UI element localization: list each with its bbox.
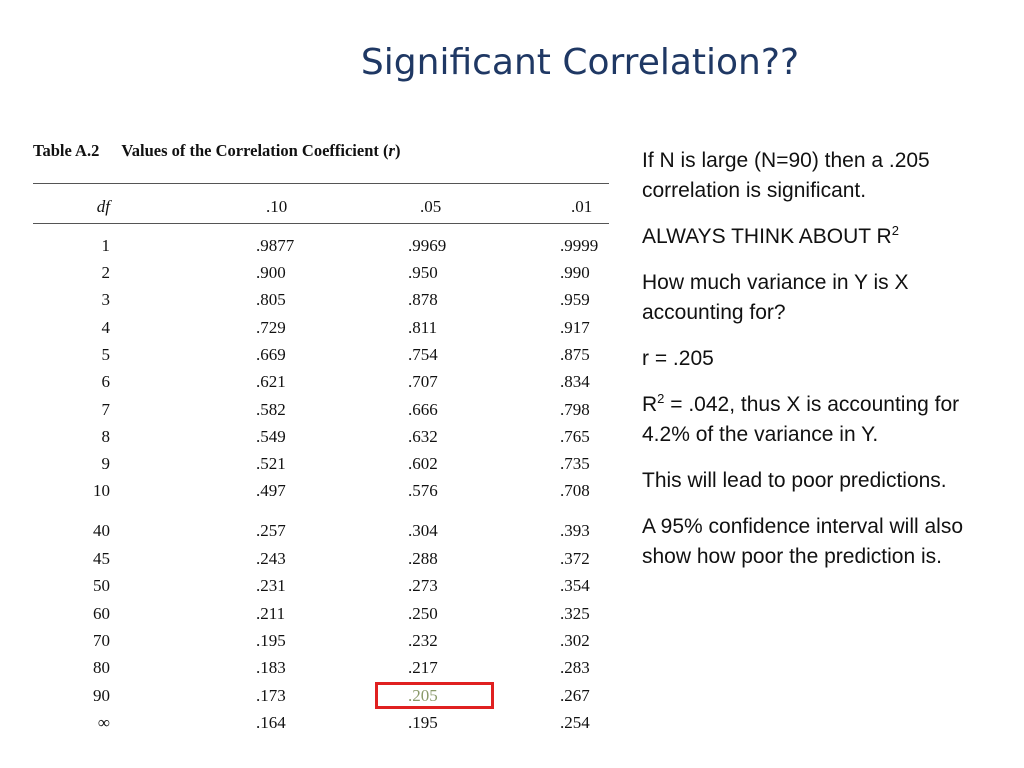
column-header-df: df: [96, 197, 110, 216]
note-think-r2-sup: 2: [891, 223, 899, 238]
table-top-rule: [33, 183, 609, 184]
table-cell-10-row-9: .521: [256, 454, 286, 473]
note-think-r2: ALWAYS THINK ABOUT R2: [642, 222, 1007, 252]
table-cell-01-row-14: .325: [560, 604, 590, 623]
table-caption-close: ): [394, 141, 401, 160]
table-cell-df-row-9: 9: [101, 454, 111, 473]
table-cell-05-row-10: .576: [408, 481, 438, 500]
table-cell-05-row-15: .232: [408, 631, 438, 650]
table-cell-01-row-8: .765: [560, 427, 590, 446]
table-cell-10-row-3: .805: [256, 290, 286, 309]
table-cell-01-row-17: .267: [560, 686, 590, 705]
note-r2-sup: 2: [657, 391, 665, 406]
table-cell-05-row-4: .811: [408, 318, 438, 337]
table-cell-10-row-17: .173: [256, 686, 286, 705]
table-cell-df-row-11: 40: [93, 521, 110, 540]
note-r2-value: R2 = .042, thus X is accounting for 4.2%…: [642, 390, 1007, 450]
table-caption-text: Values of the Correlation Coefficient (: [121, 141, 389, 160]
column-header-05: .05: [420, 197, 442, 216]
table-cell-01-row-6: .834: [560, 372, 590, 391]
slide-title: Significant Correlation??: [360, 42, 800, 83]
table-cell-05-row-17: .205: [408, 686, 438, 705]
table-cell-df-row-2: 2: [101, 263, 111, 282]
table-cell-01-row-1: .9999: [560, 236, 599, 255]
table-cell-05-row-13: .273: [408, 576, 438, 595]
table-cell-10-row-12: .243: [256, 549, 286, 568]
table-caption-variable: r: [388, 141, 395, 160]
table-cell-05-row-2: .950: [408, 263, 438, 282]
table-cell-10-row-10: .497: [256, 481, 286, 500]
table-cell-10-row-7: .582: [256, 400, 286, 419]
table-cell-df-row-3: 3: [101, 290, 111, 309]
table-cell-df-row-7: 7: [101, 400, 111, 419]
note-think-r2-text: ALWAYS THINK ABOUT R: [642, 225, 892, 248]
note-variance-question: How much variance in Y is X accounting f…: [642, 271, 909, 324]
table-cell-df-row-6: 6: [101, 372, 111, 391]
table-cell-01-row-16: .283: [560, 658, 590, 677]
table-cell-01-row-3: .959: [560, 290, 590, 309]
table-cell-01-row-11: .393: [560, 521, 590, 540]
table-cell-05-row-9: .602: [408, 454, 438, 473]
table-cell-10-row-5: .669: [256, 345, 286, 364]
table-cell-df-row-12: 45: [93, 549, 110, 568]
note-r2-pre: R: [642, 393, 658, 416]
table-cell-01-row-2: .990: [560, 263, 590, 282]
table-cell-05-row-16: .217: [408, 658, 438, 677]
table-cell-05-row-7: .666: [408, 400, 438, 419]
table-cell-df-row-13: 50: [93, 576, 110, 595]
table-cell-10-row-2: .900: [256, 263, 286, 282]
table-cell-10-row-8: .549: [256, 427, 286, 446]
column-header-01: .01: [571, 197, 593, 216]
note-large-n: If N is large (N=90) then a .205 correla…: [642, 149, 930, 202]
table-cell-01-row-7: .798: [560, 400, 590, 419]
table-cell-01-row-4: .917: [560, 318, 590, 337]
note-confidence-interval: A 95% confidence interval will also show…: [642, 515, 964, 568]
table-cell-10-row-14: .211: [256, 604, 286, 623]
highlight-box: [375, 682, 494, 709]
table-cell-01-row-13: .354: [560, 576, 590, 595]
table-cell-df-row-4: 4: [101, 318, 111, 337]
table-cell-df-row-18: ∞: [97, 713, 110, 732]
table-cell-10-row-16: .183: [256, 658, 286, 677]
table-cell-df-row-14: 60: [93, 604, 110, 623]
table-cell-10-row-18: .164: [256, 713, 286, 732]
table-cell-01-row-9: .735: [560, 454, 590, 473]
note-r-value: r = .205: [642, 347, 714, 370]
table-cell-10-row-15: .195: [256, 631, 286, 650]
note-r2-text: = .042, thus X is accounting for 4.2% of…: [642, 393, 960, 446]
table-cell-10-row-1: .9877: [256, 236, 295, 255]
table-cell-df-row-5: 5: [101, 345, 111, 364]
column-header-10: .10: [266, 197, 288, 216]
table-cell-df-row-17: 90: [93, 686, 110, 705]
table-cell-05-row-6: .707: [408, 372, 438, 391]
note-poor-predictions: This will lead to poor predictions.: [642, 469, 947, 492]
table-cell-05-row-11: .304: [408, 521, 438, 540]
table-cell-05-row-3: .878: [408, 290, 438, 309]
table-cell-05-row-1: .9969: [408, 236, 447, 255]
table-cell-10-row-4: .729: [256, 318, 286, 337]
correlation-table: df .10 .05 .01 1 .9877 .9969 .9999 2 .900 .950…: [93, 197, 599, 732]
table-caption-label: Table A.2: [33, 141, 100, 160]
table-cell-df-row-15: 70: [93, 631, 110, 650]
table-cell-01-row-18: .254: [560, 713, 590, 732]
table-cell-01-row-10: .708: [560, 481, 590, 500]
table-cell-10-row-13: .231: [256, 576, 286, 595]
table-cell-df-row-8: 8: [101, 427, 111, 446]
table-cell-df-row-16: 80: [93, 658, 110, 677]
table-header-rule: [33, 223, 609, 224]
table-cell-10-row-11: .257: [256, 521, 286, 540]
table-cell-05-row-12: .288: [408, 549, 438, 568]
table-cell-01-row-12: .372: [560, 549, 590, 568]
table-cell-df-row-10: 10: [93, 481, 110, 500]
table-caption: Table A.2 Values of the Correlation Coeff…: [33, 141, 400, 161]
table-cell-05-row-14: .250: [408, 604, 438, 623]
table-cell-05-row-18: .195: [408, 713, 438, 732]
table-cell-df-row-1: 1: [101, 236, 111, 255]
table-cell-05-row-8: .632: [408, 427, 438, 446]
table-cell-01-row-5: .875: [560, 345, 590, 364]
table-cell-05-row-5: .754: [408, 345, 438, 364]
table-cell-10-row-6: .621: [256, 372, 286, 391]
table-cell-01-row-15: .302: [560, 631, 590, 650]
notes-panel: If N is large (N=90) then a .205 correla…: [642, 146, 1007, 588]
